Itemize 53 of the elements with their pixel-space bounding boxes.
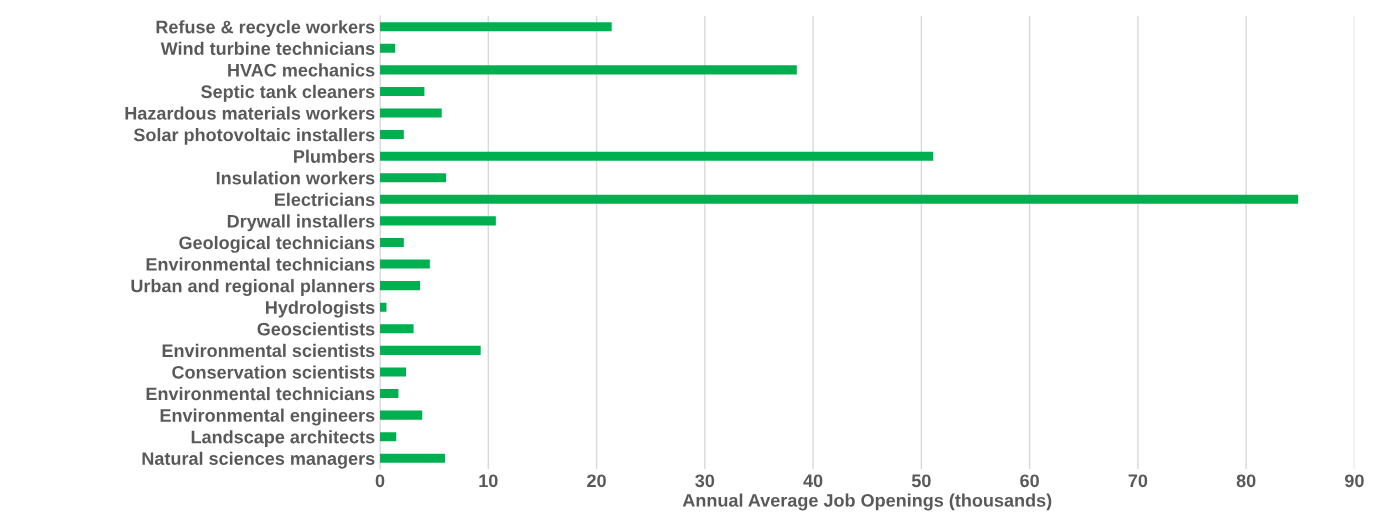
- x-tick-label: 0: [375, 474, 385, 488]
- y-tick-label: Drywall installers: [227, 214, 375, 232]
- bar: [380, 432, 397, 442]
- bar: [380, 302, 387, 312]
- y-tick-label: Electricians: [275, 192, 375, 207]
- x-tick-label: 50: [911, 474, 931, 488]
- x-tick-label: 80: [1236, 474, 1256, 488]
- y-tick-label: HVAC mechanics: [228, 63, 375, 77]
- y-tick-label: Landscape architects: [191, 430, 375, 447]
- bar: [380, 367, 406, 377]
- bar: [380, 43, 396, 53]
- y-tick-label: Geological technicians: [179, 235, 375, 253]
- bar: [380, 453, 445, 463]
- x-tick-label: 70: [1128, 474, 1148, 488]
- bar: [380, 194, 1299, 204]
- x-tick-label: 40: [803, 474, 823, 488]
- bar: [380, 86, 425, 96]
- bar: [380, 65, 797, 75]
- x-tick-label: 20: [587, 474, 606, 488]
- bar: [380, 281, 421, 291]
- y-tick-label: Insulation workers: [216, 171, 375, 185]
- bar: [380, 259, 430, 269]
- y-tick-label: Hazardous materials workers: [125, 106, 375, 120]
- x-tick-label: 30: [695, 474, 715, 488]
- y-tick-label: Conservation scientists: [172, 365, 375, 379]
- y-tick-label: Environmental scientists: [162, 343, 375, 358]
- bar: [380, 237, 404, 248]
- bar: [380, 324, 414, 334]
- bar: [380, 22, 612, 32]
- y-tick-label: Geoscientists: [257, 322, 375, 336]
- x-tick-label: 60: [1020, 474, 1039, 488]
- bar: [380, 345, 481, 355]
- y-tick-label: Septic tank cleaners: [201, 84, 375, 102]
- y-tick-label: Natural sciences managers: [142, 451, 375, 469]
- y-tick-label: Environmental engineers: [160, 408, 375, 426]
- y-tick-label: Solar photovoltaic installers: [133, 128, 375, 145]
- bar: [380, 388, 399, 399]
- x-axis-title: Annual Average Job Openings (thousands): [682, 493, 1052, 511]
- x-tick-label: 10: [479, 474, 498, 488]
- y-tick-label: Environmental technicians: [146, 386, 375, 401]
- bar: [380, 410, 423, 420]
- bar: [380, 108, 442, 118]
- y-tick-label: Environmental technicians: [146, 257, 375, 271]
- x-tick-label: 90: [1345, 474, 1364, 488]
- y-tick-label: Wind turbine technicians: [160, 41, 375, 55]
- y-tick-label: Refuse & recycle workers: [156, 20, 375, 37]
- bar: [380, 130, 404, 140]
- bar: [380, 216, 496, 226]
- bar: [380, 151, 934, 161]
- y-tick-label: Hydrologists: [266, 300, 375, 318]
- y-tick-label: Plumbers: [294, 149, 375, 163]
- y-tick-label: Urban and regional planners: [131, 279, 375, 296]
- bar: [380, 173, 447, 183]
